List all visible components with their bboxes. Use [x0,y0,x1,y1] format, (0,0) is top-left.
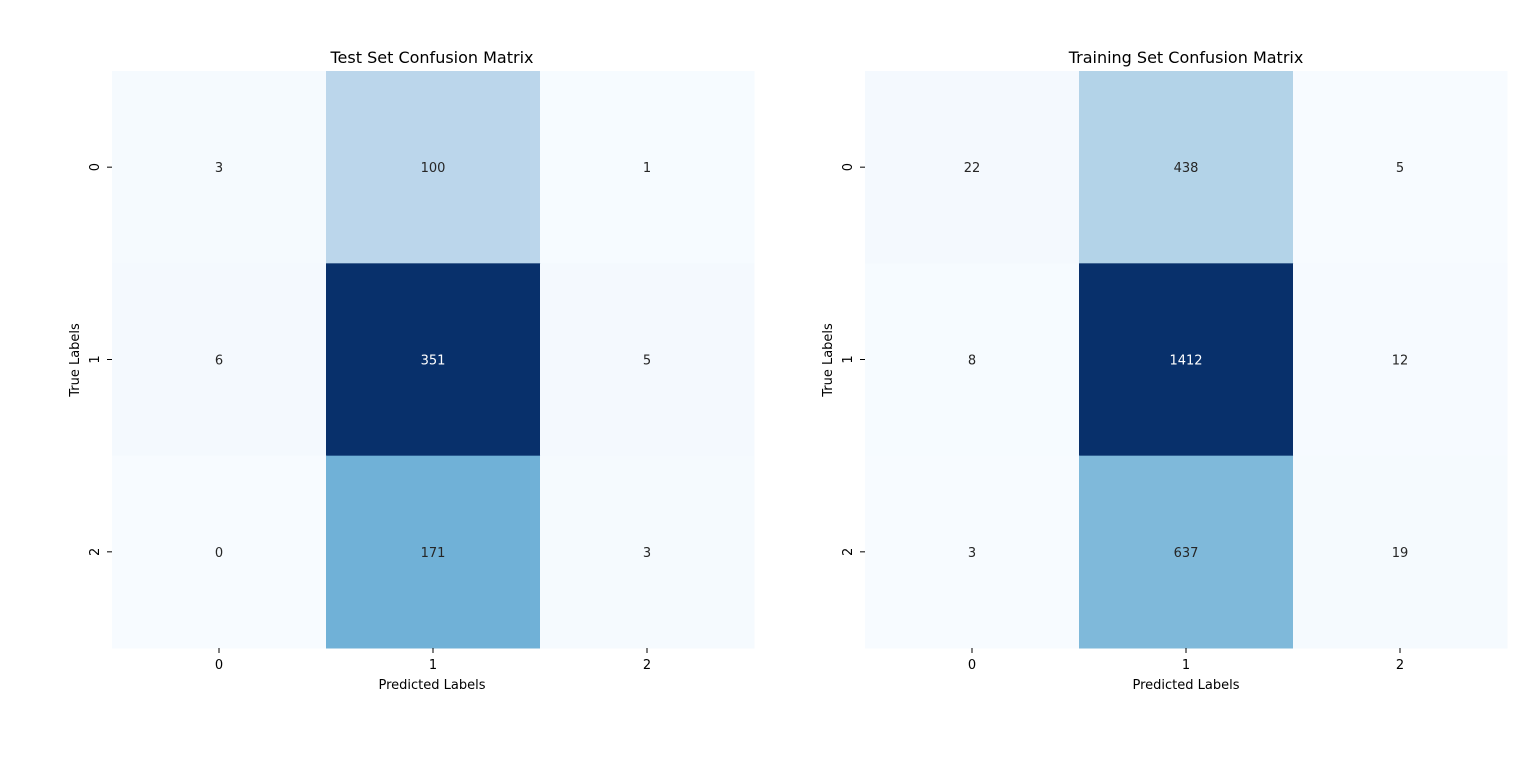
y-tick-label: 0 [841,163,856,171]
heatmap-cell [112,263,327,457]
cell-value-label: 22 [964,161,981,176]
heatmap-cells: 22 438 5 8 1412 12 3 637 19 [865,71,1508,649]
chart-title: Test Set Confusion Matrix [330,48,534,67]
heatmap-cell [1293,71,1508,264]
axis-ticks: 0 1 2 0 1 2 [841,163,1404,673]
cell-value-label: 637 [1174,546,1199,561]
heatmap-cell [326,263,541,457]
cell-value-label: 438 [1174,161,1199,176]
cell-value-label: 3 [643,546,651,561]
x-tick-label: 0 [215,658,223,673]
chart-title: Training Set Confusion Matrix [1068,48,1304,67]
cell-value-label: 3 [968,546,976,561]
cell-value-label: 0 [215,546,223,561]
x-tick-label: 2 [1396,658,1404,673]
y-tick-label: 1 [88,355,103,363]
heatmap-cell [1079,455,1294,649]
heatmap-cell [1079,263,1294,457]
y-axis-label: True Labels [68,323,83,398]
cell-value-label: 6 [215,354,223,369]
heatmap-cell [1079,71,1294,264]
heatmap-cell [326,455,541,649]
cell-value-label: 3 [215,161,223,176]
y-axis-label: True Labels [821,323,836,398]
cell-value-label: 12 [1392,354,1409,369]
cell-value-label: 19 [1392,546,1409,561]
cell-value-label: 5 [643,354,651,369]
cell-value-label: 171 [421,546,446,561]
y-tick-label: 2 [88,548,103,556]
axis-ticks: 0 1 2 0 1 2 [88,163,651,673]
heatmap-cell [540,263,755,457]
cell-value-label: 1 [643,161,651,176]
x-tick-label: 1 [429,658,437,673]
training-confusion-matrix-panel: Training Set Confusion Matrix 22 438 58 141… [821,48,1508,693]
heatmap-cell [865,71,1080,264]
heatmap-cell [1293,455,1508,649]
cell-value-label: 1412 [1169,354,1202,369]
x-axis-label: Predicted Labels [1132,678,1239,693]
x-tick-label: 2 [643,658,651,673]
heatmap-cell [326,71,541,264]
x-tick-label: 1 [1182,658,1190,673]
x-axis-label: Predicted Labels [378,678,485,693]
cell-value-label: 100 [421,161,446,176]
y-tick-label: 0 [88,163,103,171]
y-tick-label: 2 [841,548,856,556]
heatmap-cell [865,263,1080,457]
y-tick-label: 1 [841,355,856,363]
test-confusion-matrix-panel: Test Set Confusion Matrix 3 100 16 351 50 171… [68,48,755,693]
heatmap-cell [865,455,1080,649]
heatmap-cell [112,455,327,649]
x-tick-label: 0 [968,658,976,673]
heatmap-cells: 3 100 1 6 351 5 0 171 3 [112,71,755,649]
heatmap-cell [540,71,755,264]
cell-value-label: 5 [1396,161,1404,176]
heatmap-cell [112,71,327,264]
heatmap-cell [540,455,755,649]
heatmap-cell [1293,263,1508,457]
cell-value-label: 8 [968,354,976,369]
cell-value-label: 351 [421,354,446,369]
